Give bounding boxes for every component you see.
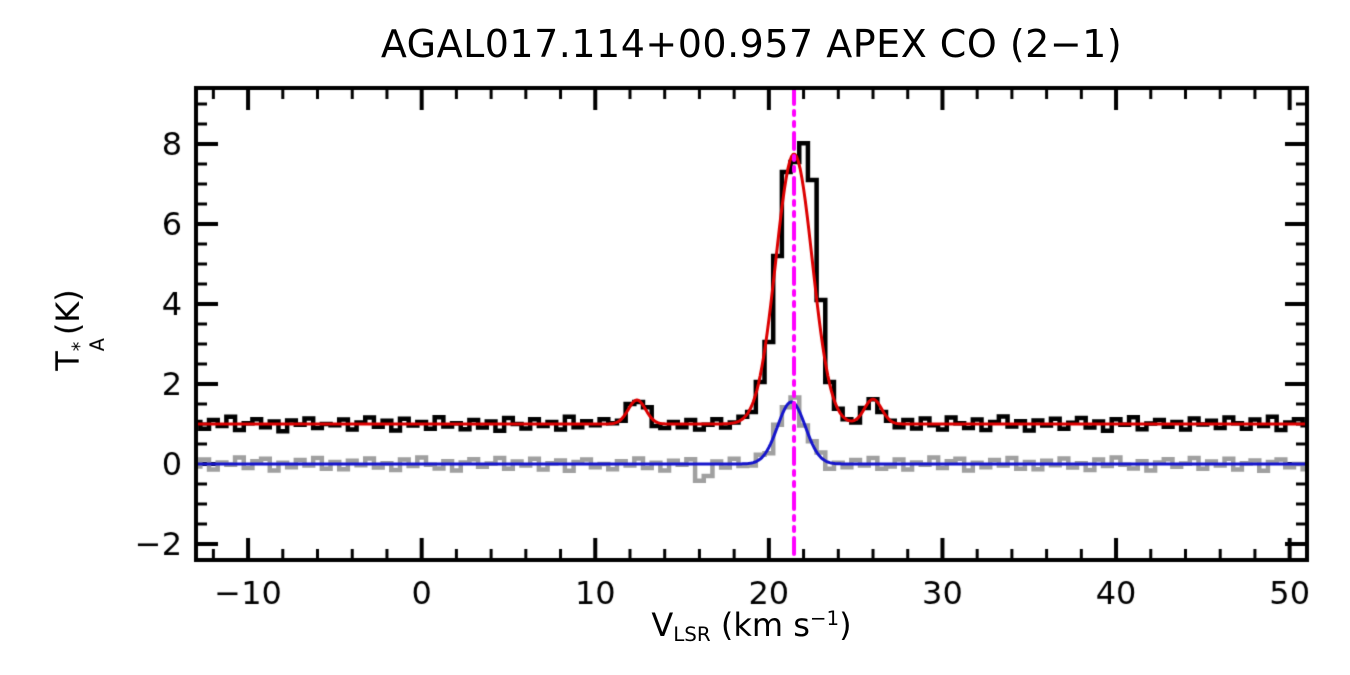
x-axis-unit-open: (km s (720, 606, 810, 644)
y-axis-subscript: A (85, 338, 109, 352)
x-axis-subscript: LSR (673, 622, 711, 646)
x-axis-symbol: V (651, 606, 674, 644)
chart-title: AGAL017.114+00.957 APEX CO (2−1) (196, 22, 1307, 66)
y-axis-sub-sup: * A (68, 338, 109, 352)
y-axis-unit: (K) (48, 289, 87, 336)
x-axis-unit-close: ) (839, 606, 852, 644)
y-axis-label: T * A (K) (48, 289, 109, 371)
x-axis-label: VLSR (km s−1) (196, 606, 1307, 646)
y-axis-symbol: T (48, 351, 87, 371)
chart-title-text: AGAL017.114+00.957 APEX CO (2−1) (380, 22, 1123, 66)
x-axis-exponent: −1 (809, 607, 840, 631)
